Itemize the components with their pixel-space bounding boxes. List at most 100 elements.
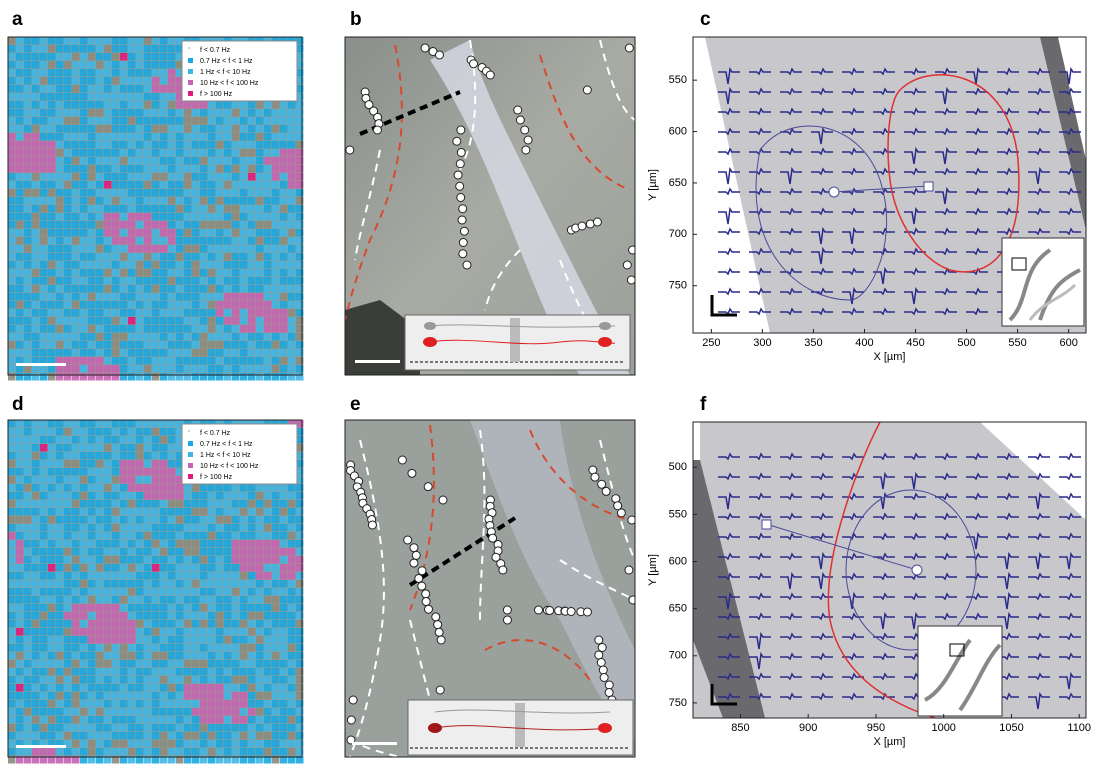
cell [136,133,144,141]
cell [602,487,610,495]
cell [112,229,120,237]
cell [64,293,72,301]
cell [208,492,216,500]
cell [16,452,24,460]
cell [32,572,40,580]
cell [216,117,224,125]
cell [8,373,16,381]
cell [280,333,288,341]
cell [64,748,72,756]
cell [48,365,56,373]
cell [64,436,72,444]
cell [152,93,160,101]
cell [168,213,176,221]
cell [200,261,208,269]
cell [264,117,272,125]
cell [168,692,176,700]
cell [168,53,176,61]
cell [240,644,248,652]
cell [24,93,32,101]
cell [176,604,184,612]
y-tick-label: 700 [669,650,687,662]
cell [48,61,56,69]
cell [192,684,200,692]
cell [216,357,224,365]
cell [24,612,32,620]
cell [136,580,144,588]
cell [168,221,176,229]
cell [280,301,288,309]
cell [112,237,120,245]
cell [144,341,152,349]
cell [144,444,152,452]
cell [72,588,80,596]
cell [48,285,56,293]
cell [280,285,288,293]
cell [72,508,80,516]
cell [40,716,48,724]
cell [32,492,40,500]
cell [72,205,80,213]
cell [168,420,176,428]
cell [176,548,184,556]
cell [264,588,272,596]
cell [32,277,40,285]
cell [288,588,296,596]
cell [280,141,288,149]
cell [224,660,232,668]
cell [264,317,272,325]
cell [136,556,144,564]
cell [104,628,112,636]
cell [224,676,232,684]
cell [120,77,128,85]
cell [80,564,88,572]
cell [176,620,184,628]
cell [136,716,144,724]
cell [72,468,80,476]
cell [248,357,256,365]
cell [56,293,64,301]
cell [288,556,296,564]
cell [200,181,208,189]
cell [104,524,112,532]
cell [128,484,136,492]
cell [264,197,272,205]
cell [168,229,176,237]
cell [136,548,144,556]
cell [88,229,96,237]
cell [578,222,586,230]
cell [112,492,120,500]
cell [280,508,288,516]
cell [248,540,256,548]
cell [232,524,240,532]
cell [16,277,24,285]
cell [248,189,256,197]
cell [64,724,72,732]
cell [168,612,176,620]
cell [56,125,64,133]
cell [248,165,256,173]
cell [272,125,280,133]
cell [216,732,224,740]
cell [224,253,232,261]
cell [104,732,112,740]
cell [120,149,128,157]
scale-bar [16,745,66,748]
cell [40,468,48,476]
cell [280,596,288,604]
cell [192,173,200,181]
cell [248,309,256,317]
cell [112,668,120,676]
cell [288,189,296,197]
cell [152,452,160,460]
cell [112,420,120,428]
cell [72,245,80,253]
cell [176,596,184,604]
cell [56,556,64,564]
cell [128,508,136,516]
cell [264,125,272,133]
cell [280,157,288,165]
cell [24,261,32,269]
cell [248,500,256,508]
cell [64,660,72,668]
